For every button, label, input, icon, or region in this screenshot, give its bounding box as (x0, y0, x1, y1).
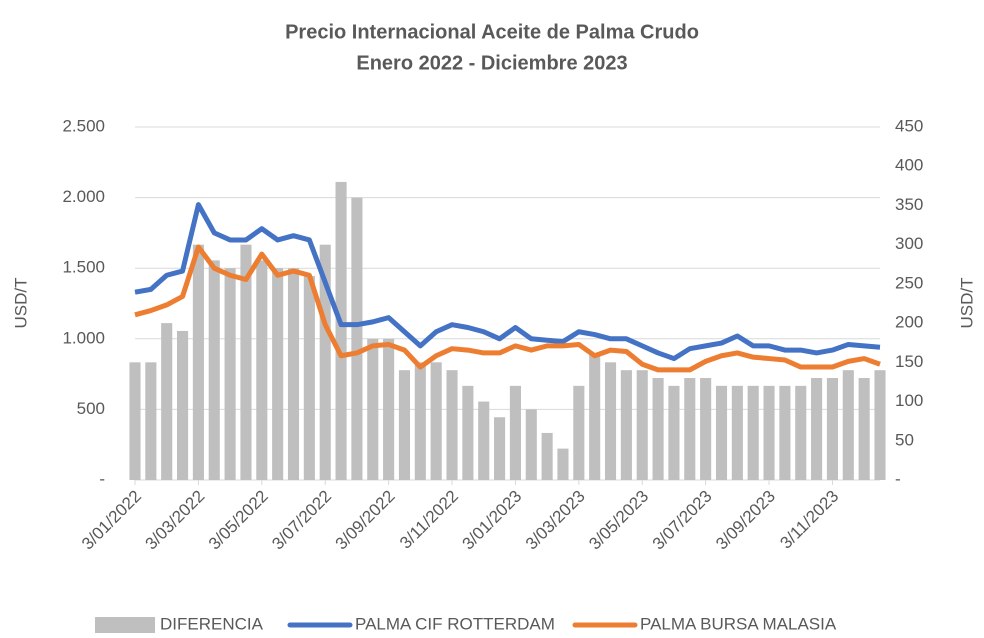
y2-tick-label: 350 (895, 195, 923, 214)
bar (747, 385, 759, 480)
bar (240, 244, 252, 480)
x-tick-label: 3/09/2023 (712, 487, 779, 554)
bar (715, 385, 728, 480)
bar (731, 385, 743, 480)
x-tick-label: 3/03/2022 (141, 487, 208, 554)
y-tick-label: 1.000 (62, 328, 105, 347)
bar (398, 370, 411, 480)
bar (335, 181, 347, 480)
bar (509, 385, 521, 480)
y2-tick-label: 300 (895, 234, 923, 253)
x-tick-label: 3/07/2023 (649, 487, 716, 554)
y-tick-label: 2.000 (62, 187, 105, 206)
bar (604, 362, 617, 480)
bar (763, 385, 775, 480)
y2-tick-label: 250 (895, 273, 923, 292)
bar (842, 370, 854, 480)
bar (383, 338, 395, 480)
x-tick-label: 3/01/2023 (459, 487, 526, 554)
bar (256, 260, 268, 480)
chart-title: Precio Internacional Aceite de Palma Cru… (285, 21, 699, 43)
y2-tick-label: 150 (895, 352, 923, 371)
bar (192, 244, 204, 480)
y2-tick-label: 200 (895, 313, 923, 332)
legend-swatch (95, 617, 155, 633)
x-tick-label: 3/05/2022 (205, 487, 272, 554)
bar (319, 244, 331, 480)
bar (351, 197, 363, 480)
y-tick-label: 1.500 (62, 258, 105, 277)
legend-label: DIFERENCIA (160, 614, 264, 633)
bar (287, 268, 300, 480)
bar (224, 268, 236, 480)
bar (161, 323, 173, 480)
y2-tick-label: 50 (895, 430, 914, 449)
bar (541, 432, 553, 480)
x-tick-label: 3/05/2023 (585, 487, 652, 554)
bar (494, 417, 506, 480)
bar (811, 378, 823, 480)
bar (874, 370, 886, 480)
bar (129, 362, 141, 480)
y2-tick-label: 450 (895, 116, 923, 135)
y-axis-label: USD/T (11, 278, 30, 329)
bar (589, 354, 601, 480)
y2-tick-label: 400 (895, 156, 923, 175)
bar (367, 338, 379, 480)
bar (525, 409, 537, 480)
x-tick-label: 3/11/2023 (776, 487, 842, 553)
bar (573, 385, 585, 480)
x-tick-label: 3/09/2022 (332, 487, 399, 554)
y-tick-label: 2.500 (62, 116, 105, 135)
y2-tick-label: 100 (895, 391, 923, 410)
y-tick-label: 500 (77, 399, 105, 418)
bar (557, 448, 569, 480)
line-series (134, 244, 881, 373)
bar (478, 401, 490, 480)
legend-label: PALMA CIF ROTTERDAM (355, 614, 555, 633)
bar (208, 260, 220, 480)
bar (430, 362, 442, 480)
x-tick-label: 3/03/2023 (522, 487, 589, 554)
chart-subtitle: Enero 2022 - Diciembre 2023 (356, 52, 627, 74)
bar (462, 385, 474, 480)
bar (414, 362, 426, 480)
bar (145, 362, 157, 480)
line-series (134, 202, 881, 362)
bar (700, 378, 712, 480)
bar (668, 385, 680, 480)
y2-axis-label: USD/T (957, 278, 976, 329)
y2-tick-label: - (895, 469, 901, 488)
bar (303, 276, 315, 480)
bar (620, 370, 632, 480)
y-tick-label: - (99, 469, 105, 488)
x-tick-label: 3/07/2022 (268, 487, 335, 554)
x-tick-label: 3/01/2022 (78, 487, 145, 554)
bar (826, 378, 838, 480)
bar (795, 385, 807, 480)
bar (446, 370, 458, 480)
bar (272, 268, 284, 480)
bar (636, 370, 648, 480)
x-tick-label: 3/11/2022 (396, 487, 462, 553)
bar (177, 330, 189, 480)
bar (684, 378, 696, 480)
legend-label: PALMA BURSA MALASIA (640, 614, 837, 633)
bar (858, 378, 870, 480)
bar (652, 378, 664, 480)
bar (779, 385, 791, 480)
